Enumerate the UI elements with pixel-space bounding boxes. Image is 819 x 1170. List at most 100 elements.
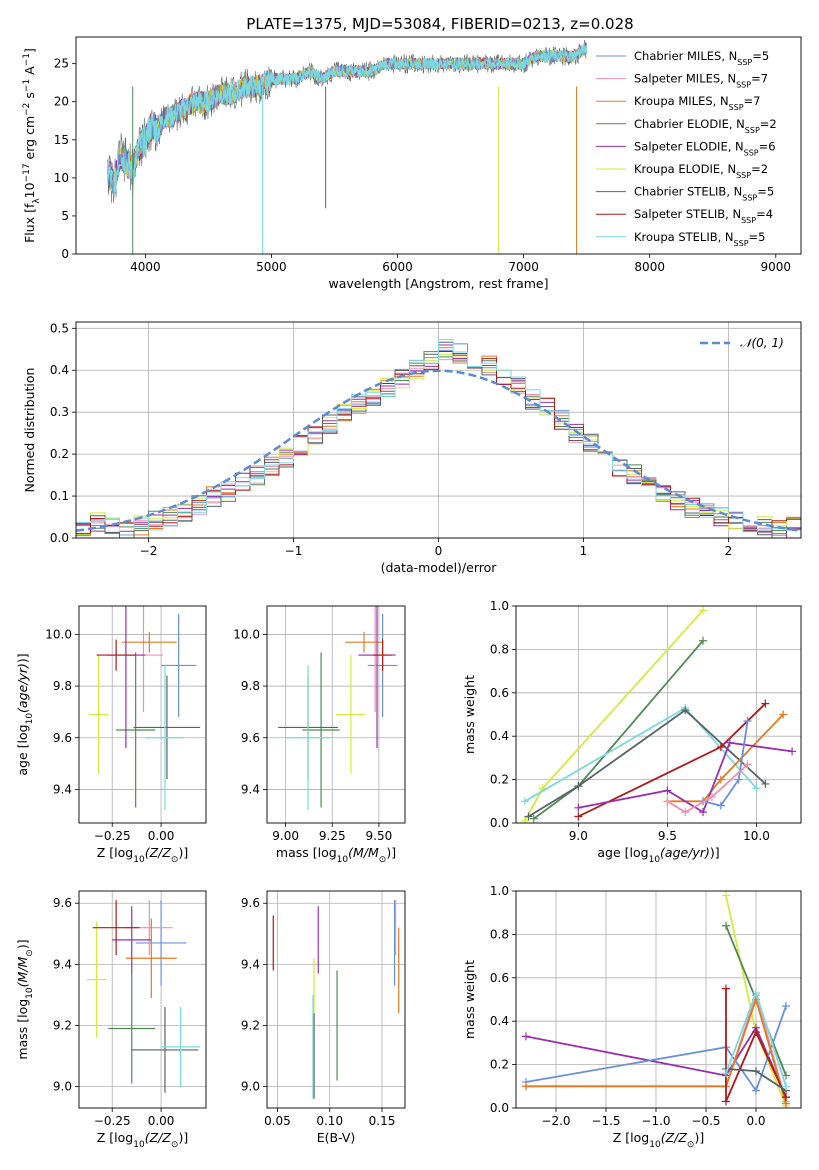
legend-label: Kroupa ELODIE, NSSP=2 (634, 162, 768, 180)
y-tick-label: 0.2 (490, 1058, 509, 1072)
weight-line (528, 709, 767, 818)
y-tick-label: 9.6 (241, 896, 260, 910)
x-tick-label: 0.0 (746, 1114, 765, 1128)
weight-vs-age-panel: 9.0 9.5 10.0 0.0 0.2 0.4 0.6 0.8 1.0 age [log10(a… (462, 599, 802, 865)
y-tick-label: 0 (61, 247, 69, 261)
weight-marker (716, 801, 725, 810)
mass-vs-metallicity-panel: −0.25 0.00 9.0 9.2 9.4 9.6 Z [log10(Z/Z⊙)] mass… (15, 890, 207, 1150)
y-axis-label: Flux [fλ10−17 erg cm−2 s−1 A−1] (22, 48, 42, 243)
y-tick-label: 9.4 (53, 782, 72, 796)
y-tick-label: 0.4 (490, 1014, 509, 1028)
weight-marker (782, 1002, 790, 1011)
x-tick-label: 4000 (130, 260, 161, 274)
weight-marker (699, 808, 708, 817)
y-tick-label: 0.4 (50, 363, 69, 377)
y-axis-label: mass weight (462, 960, 477, 1039)
histogram-step (76, 339, 801, 538)
weight-line (578, 741, 793, 814)
x-tick-label: 6000 (382, 260, 413, 274)
weight-marker (707, 792, 716, 801)
plot-area (76, 339, 801, 538)
plot-area (86, 900, 201, 1093)
axes-frame (266, 890, 406, 1109)
weight-marker (663, 797, 672, 806)
plot-area (278, 606, 398, 811)
y-axis-label: mass [log10(M/M⊙)] (15, 939, 35, 1059)
legend-label: Chabrier MILES, NSSP=5 (634, 49, 769, 67)
weight-marker (699, 606, 708, 615)
y-tick-label: 10.0 (45, 627, 72, 641)
weight-marker (761, 779, 770, 788)
y-tick-label: 0.0 (50, 531, 69, 545)
x-tick-label: −0.25 (94, 1114, 131, 1128)
weight-marker (716, 775, 725, 784)
y-tick-label: 9.8 (241, 679, 260, 693)
weight-marker (752, 784, 761, 793)
x-tick-label: 5000 (256, 260, 287, 274)
weight-marker (734, 775, 743, 784)
weight-vs-metallicity-panel: −2.0 −1.5 −1.0 −0.5 0.0 0.0 0.2 0.4 0.6 0.8 1.0 Z [… (462, 884, 802, 1150)
y-tick-label: 0.0 (490, 1101, 509, 1115)
x-axis-label: Z [log10(Z/Z⊙)] (97, 845, 188, 865)
weight-marker (574, 803, 583, 812)
weight-marker (574, 812, 583, 821)
y-tick-label: 0.8 (490, 642, 509, 656)
weight-marker (725, 738, 734, 747)
plot-area (272, 900, 400, 1099)
x-tick-label: 9.00 (272, 829, 299, 843)
weight-line (533, 640, 704, 820)
y-tick-label: 1.0 (490, 884, 509, 898)
x-tick-label: 0 (435, 544, 443, 558)
y-tick-label: 0.3 (50, 405, 69, 419)
x-tick-label: 10.0 (743, 829, 770, 843)
legend-label: Chabrier ELODIE, NSSP=2 (634, 117, 777, 135)
x-axis-label: E(B-V) (317, 1130, 356, 1145)
x-tick-label: −2 (140, 544, 158, 558)
x-tick-label: 1 (580, 544, 588, 558)
weight-marker (722, 891, 730, 900)
y-tick-label: 9.2 (241, 1018, 260, 1032)
weight-marker (779, 710, 788, 719)
x-tick-label: 9.50 (366, 829, 393, 843)
plot-area (106, 39, 588, 254)
weight-marker (752, 1028, 760, 1037)
axes-frame (78, 605, 207, 824)
y-tick-label: 15 (54, 133, 69, 147)
y-tick-label: 20 (54, 95, 69, 109)
weight-marker (782, 1082, 790, 1091)
legend-label: Salpeter STELIB, NSSP=4 (634, 207, 773, 225)
weight-line (666, 763, 749, 814)
x-tick-label: −0.25 (94, 829, 131, 843)
y-tick-label: 0.0 (490, 816, 509, 830)
weight-marker (743, 760, 752, 769)
age-vs-metallicity-panel: −0.25 0.00 9.4 9.6 9.8 10.0 Z [log10(Z/Z⊙)] age… (15, 605, 207, 865)
x-tick-label: −1 (285, 544, 303, 558)
weight-marker (520, 816, 529, 823)
spectrum-legend: Chabrier MILES, NSSP=5 Salpeter MILES, NS… (596, 49, 777, 247)
weight-marker (722, 1097, 730, 1106)
axes-frame (78, 890, 207, 1109)
y-tick-label: 9.4 (53, 957, 72, 971)
y-axis-label: age [log10(age/yr))] (15, 653, 35, 775)
weight-marker (681, 706, 690, 715)
weight-marker (722, 921, 730, 930)
spectrum-panel: 4000 5000 6000 7000 8000 9000 0 5 10 15 20 25 wavele… (22, 36, 802, 291)
x-tick-label: 9.0 (569, 829, 588, 843)
plot-area (520, 606, 797, 823)
weight-marker (716, 743, 725, 752)
y-tick-label: 10.0 (233, 627, 260, 641)
x-axis-label: mass [log10(M/M⊙)] (276, 845, 396, 865)
y-tick-label: 0.5 (50, 321, 69, 335)
y-tick-label: 10 (54, 171, 69, 185)
y-tick-label: 0.2 (50, 447, 69, 461)
weight-marker (722, 1069, 730, 1078)
x-tick-label: 7000 (508, 260, 539, 274)
legend-label: Kroupa MILES, NSSP=7 (634, 94, 760, 112)
weight-line (702, 720, 749, 807)
y-tick-label: 9.6 (53, 731, 72, 745)
weight-marker (699, 636, 708, 645)
y-axis-label: Normed distribution (22, 368, 37, 493)
x-tick-label: −1.5 (591, 1114, 620, 1128)
y-tick-label: 0.6 (490, 971, 509, 985)
